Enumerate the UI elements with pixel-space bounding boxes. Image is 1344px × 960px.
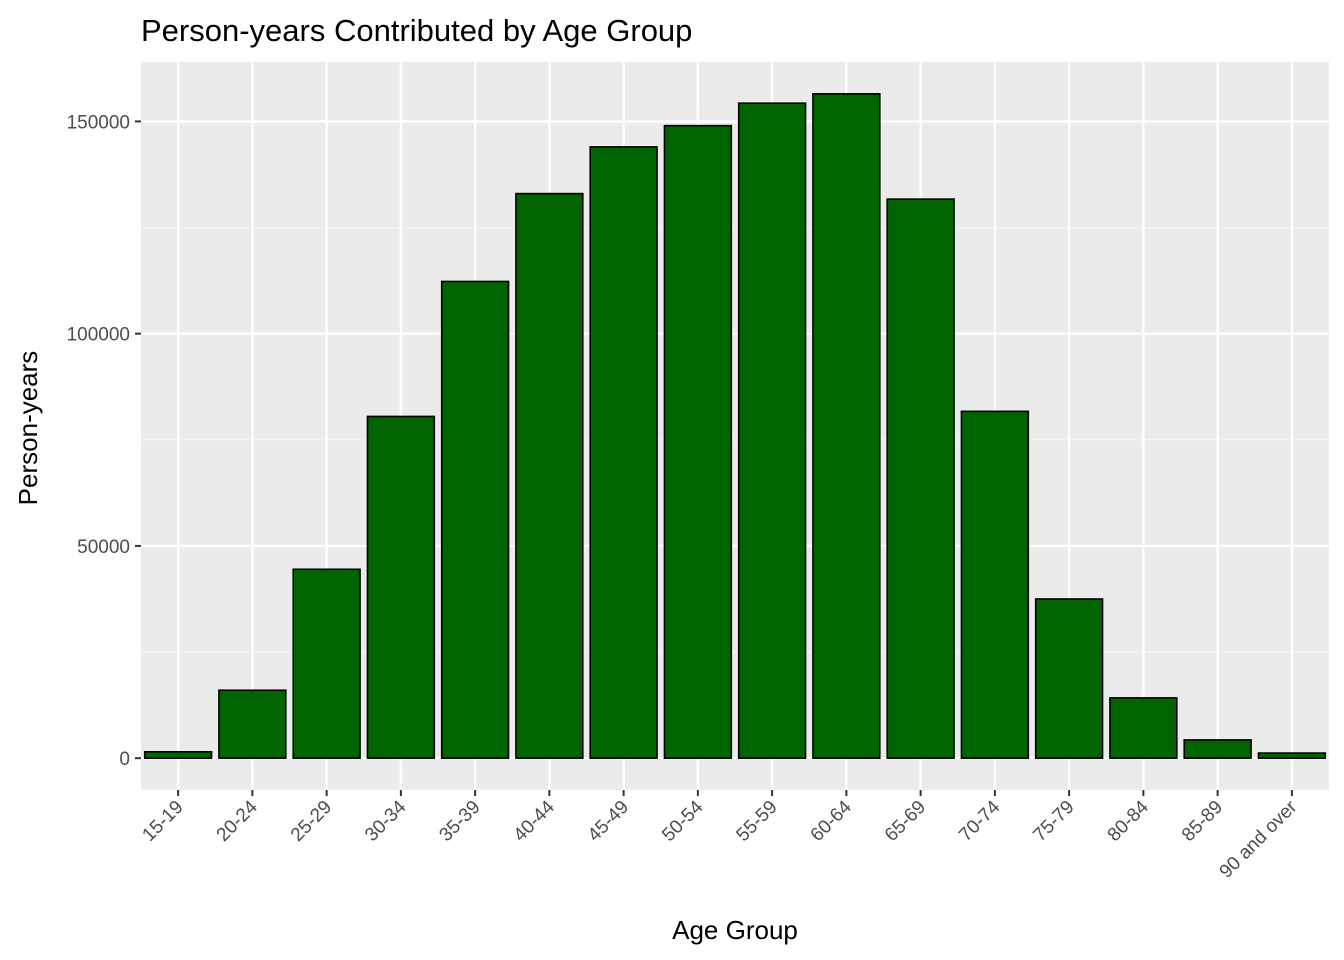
bars	[143, 93, 1327, 759]
x-tick-label: 75-79	[1029, 797, 1078, 846]
y-tick-label: 100000	[67, 325, 130, 346]
bar	[366, 415, 436, 759]
bar	[737, 102, 807, 759]
x-tick-label: 40-44	[510, 796, 560, 846]
x-tick-label: 15-19	[138, 797, 187, 846]
x-tick-label: 35-39	[435, 797, 484, 846]
y-axis: 0 50000 100000 150000	[67, 112, 141, 770]
x-tick-label: 55-59	[732, 797, 781, 846]
bar	[143, 750, 213, 759]
bar	[440, 280, 510, 759]
x-tick-label: 30-34	[361, 796, 411, 846]
x-tick-label: 85-89	[1178, 797, 1227, 846]
bar	[886, 198, 955, 759]
bar	[663, 124, 733, 759]
x-axis: 15-19 20-24 25-29 30-34 35-39 40-44 45-49 50-54…	[138, 790, 1302, 883]
bar	[589, 146, 658, 759]
bar	[1109, 697, 1178, 759]
y-tick-label: 0	[119, 749, 130, 770]
x-tick-label: 45-49	[584, 797, 633, 846]
bar	[812, 93, 881, 759]
x-tick-label: 20-24	[213, 796, 263, 846]
y-tick-label: 150000	[67, 112, 130, 133]
y-axis-title: Person-years	[13, 351, 43, 506]
x-axis-title: Age Group	[672, 915, 798, 945]
x-tick-label: 50-54	[658, 796, 708, 846]
x-tick-label: 90 and over	[1216, 796, 1302, 882]
y-tick-label: 50000	[77, 537, 130, 558]
x-tick-label: 60-64	[807, 796, 857, 846]
x-tick-label: 70-74	[955, 796, 1005, 846]
bar	[1257, 752, 1327, 759]
bar	[218, 689, 287, 759]
bar	[1034, 598, 1104, 759]
x-tick-label: 80-84	[1104, 796, 1154, 846]
bar	[960, 410, 1030, 759]
bar	[515, 192, 584, 759]
bar	[1183, 739, 1252, 759]
x-tick-label: 25-29	[287, 797, 336, 846]
bar	[292, 568, 361, 759]
x-tick-label: 65-69	[881, 797, 930, 846]
chart-title: Person-years Contributed by Age Group	[141, 13, 692, 48]
